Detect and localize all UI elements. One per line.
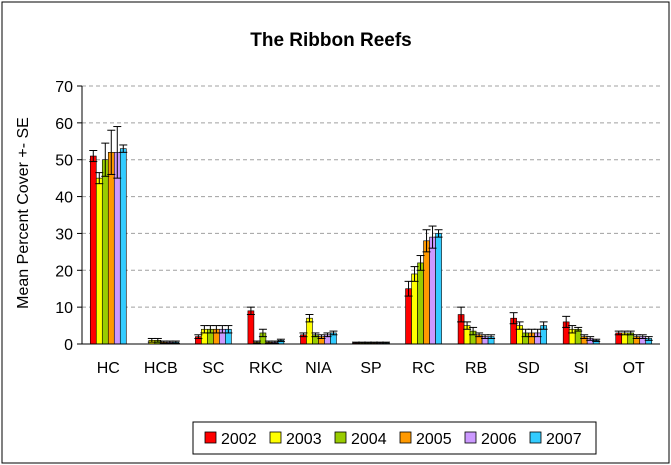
x-tick-label: RKC — [249, 360, 283, 377]
x-tick-label: SP — [360, 360, 381, 377]
bar — [423, 240, 430, 345]
x-tick-layer: HC HCB SC RKC NIA SP RC RB SD SI OT — [97, 360, 645, 377]
legend-swatch — [464, 431, 477, 444]
legend-swatch — [204, 431, 217, 444]
legend-swatch — [399, 431, 412, 444]
bar — [417, 262, 424, 345]
legend-swatch — [529, 431, 542, 444]
error-bar-layer — [89, 126, 653, 345]
y-tick-label: 60 — [55, 116, 73, 133]
bar-layer — [89, 148, 653, 345]
y-tick-label: 40 — [55, 190, 73, 207]
bar — [247, 310, 255, 345]
bar — [101, 159, 109, 345]
x-tick-label: HCB — [144, 360, 178, 377]
legend-label: 2005 — [416, 431, 452, 448]
bar — [107, 152, 115, 345]
bar — [429, 236, 436, 345]
x-tick-label: NIA — [305, 360, 332, 377]
bar — [411, 273, 418, 345]
x-tick-label: SD — [518, 360, 540, 377]
y-tick-layer: 0 10 20 30 40 50 60 70 — [55, 79, 82, 354]
bar — [95, 177, 103, 345]
bar — [435, 233, 442, 345]
x-tick-label: SI — [574, 360, 589, 377]
legend: 2002 2003 2004 2005 2006 2007 — [192, 421, 597, 455]
legend-label: 2002 — [221, 431, 257, 448]
x-tick-label: SC — [202, 360, 224, 377]
legend-label: 2006 — [481, 431, 517, 448]
y-tick-label: 0 — [64, 337, 73, 354]
legend-swatch — [269, 431, 282, 444]
y-tick-label: 10 — [55, 300, 73, 317]
y-axis-label: Mean Percent Cover +- SE — [15, 117, 32, 309]
bar — [405, 288, 412, 345]
legend-label: 2007 — [546, 431, 582, 448]
bar — [113, 152, 121, 345]
y-tick-label: 50 — [55, 153, 73, 170]
x-tick-label: OT — [623, 360, 645, 377]
y-tick-label: 30 — [55, 226, 73, 243]
x-tick-label: RB — [465, 360, 487, 377]
legend-box — [192, 421, 597, 455]
x-tick-label: HC — [97, 360, 120, 377]
chart-title: The Ribbon Reefs — [250, 30, 412, 51]
legend-label: 2004 — [351, 431, 387, 448]
x-tick-label: RC — [412, 360, 435, 377]
grid-layer — [82, 85, 660, 308]
legend-swatch — [334, 431, 347, 444]
bar — [89, 155, 97, 345]
legend-label: 2003 — [286, 431, 322, 448]
y-tick-label: 20 — [55, 263, 73, 280]
y-tick-label: 70 — [55, 79, 73, 96]
